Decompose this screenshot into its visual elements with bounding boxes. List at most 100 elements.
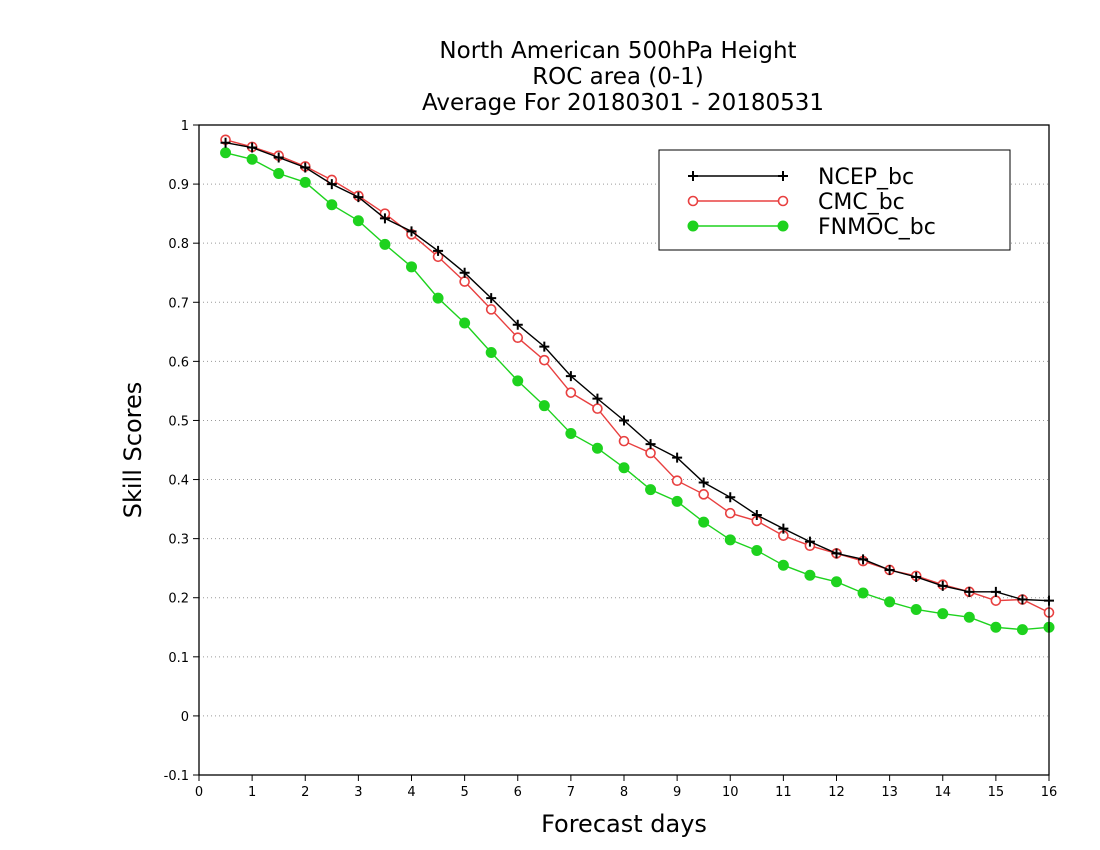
x-tick-label: 9 (673, 785, 681, 800)
x-tick-label: 5 (460, 785, 468, 800)
data-point (246, 153, 258, 165)
data-point (591, 442, 603, 454)
x-tick-label: 8 (620, 785, 628, 800)
series-ncep-bc (220, 137, 1054, 606)
y-tick-label: 0.3 (168, 533, 189, 548)
data-point (671, 495, 683, 507)
legend-marker (688, 171, 698, 181)
data-point (512, 332, 524, 344)
data-point (353, 192, 364, 203)
data-point (379, 238, 391, 250)
y-tick-label: 0.9 (168, 178, 189, 193)
x-tick-label: 16 (1041, 785, 1058, 800)
data-point (963, 611, 975, 623)
data-point (831, 548, 842, 559)
y-tick-label: 0 (181, 710, 189, 725)
data-point (565, 427, 577, 439)
axes: -0.100.10.20.30.40.50.60.70.80.910 1 2 3 4 5 6… (164, 119, 1058, 800)
data-point (379, 213, 390, 224)
x-tick-label: 15 (988, 785, 1005, 800)
data-point (724, 507, 736, 519)
data-point (432, 292, 444, 304)
data-point (911, 572, 922, 583)
legend-label: FNMOC_bc (818, 215, 936, 240)
y-tick-label: 0.1 (168, 651, 189, 666)
data-point (804, 536, 815, 547)
data-point (326, 179, 337, 190)
legend-item: CMC_bc (687, 190, 905, 215)
chart-title: North American 500hPa Height ROC area (0… (422, 38, 824, 116)
x-tick-label: 12 (828, 785, 845, 800)
title-line-2: ROC area (0-1) (532, 64, 704, 90)
data-point (619, 415, 629, 426)
data-point (778, 523, 789, 534)
data-point (459, 317, 471, 329)
legend-marker (777, 220, 789, 232)
data-point (858, 554, 869, 565)
data-point (485, 347, 497, 358)
y-tick-label: 1 (181, 119, 189, 134)
x-axis-label: Forecast days (541, 810, 707, 838)
data-point (1017, 594, 1028, 605)
y-tick-label: -0.1 (164, 769, 189, 784)
data-point (618, 435, 630, 447)
data-point (724, 534, 736, 546)
x-tick-label: 6 (514, 785, 522, 800)
data-point (990, 595, 1002, 606)
data-point (751, 510, 762, 520)
data-point (220, 147, 232, 159)
data-point (937, 608, 949, 620)
x-tick-label: 14 (934, 785, 951, 800)
x-tick-label: 1 (248, 785, 256, 800)
data-point (592, 393, 603, 404)
data-point (485, 304, 497, 315)
y-tick-label: 0.4 (168, 474, 189, 489)
data-point (672, 452, 683, 463)
data-point (512, 319, 523, 330)
x-tick-label: 4 (407, 785, 415, 800)
data-point (273, 152, 284, 163)
legend-item: FNMOC_bc (687, 215, 936, 240)
title-line-3: Average For 20180301 - 20180531 (422, 90, 824, 116)
data-point (645, 484, 657, 496)
x-tick-label: 2 (301, 785, 309, 800)
data-point (512, 375, 524, 387)
y-axis-label: Skill Scores (119, 382, 147, 519)
data-point (645, 447, 656, 459)
data-point (857, 587, 869, 599)
data-point (352, 215, 364, 227)
data-point (964, 586, 975, 597)
series-fnmoc-bc (220, 147, 1055, 636)
data-point (618, 462, 630, 474)
y-tick-label: 0.8 (168, 237, 189, 252)
data-point (539, 341, 550, 352)
data-point (831, 576, 842, 588)
data-point (565, 371, 576, 382)
legend-box (658, 149, 1011, 251)
data-point (804, 569, 816, 581)
y-tick-label: 0.2 (168, 592, 189, 607)
data-point (777, 559, 789, 571)
data-point (486, 293, 497, 304)
data-point (592, 403, 603, 414)
data-point (910, 604, 922, 616)
x-tick-label: 7 (567, 785, 575, 800)
data-point (645, 439, 656, 450)
data-point (539, 354, 550, 366)
legend-label: CMC_bc (818, 190, 905, 215)
data-point (884, 564, 895, 575)
data-point (884, 596, 896, 608)
data-point (300, 162, 311, 173)
data-point (990, 586, 1001, 597)
data-point (990, 621, 1002, 633)
legend-marker (687, 195, 699, 207)
series-line (225, 142, 1050, 602)
data-point (698, 489, 709, 500)
x-tick-label: 0 (195, 785, 203, 800)
data-point (459, 267, 470, 278)
legend-marker (778, 171, 788, 181)
data-point (565, 387, 577, 398)
x-tick-label: 3 (354, 785, 362, 800)
